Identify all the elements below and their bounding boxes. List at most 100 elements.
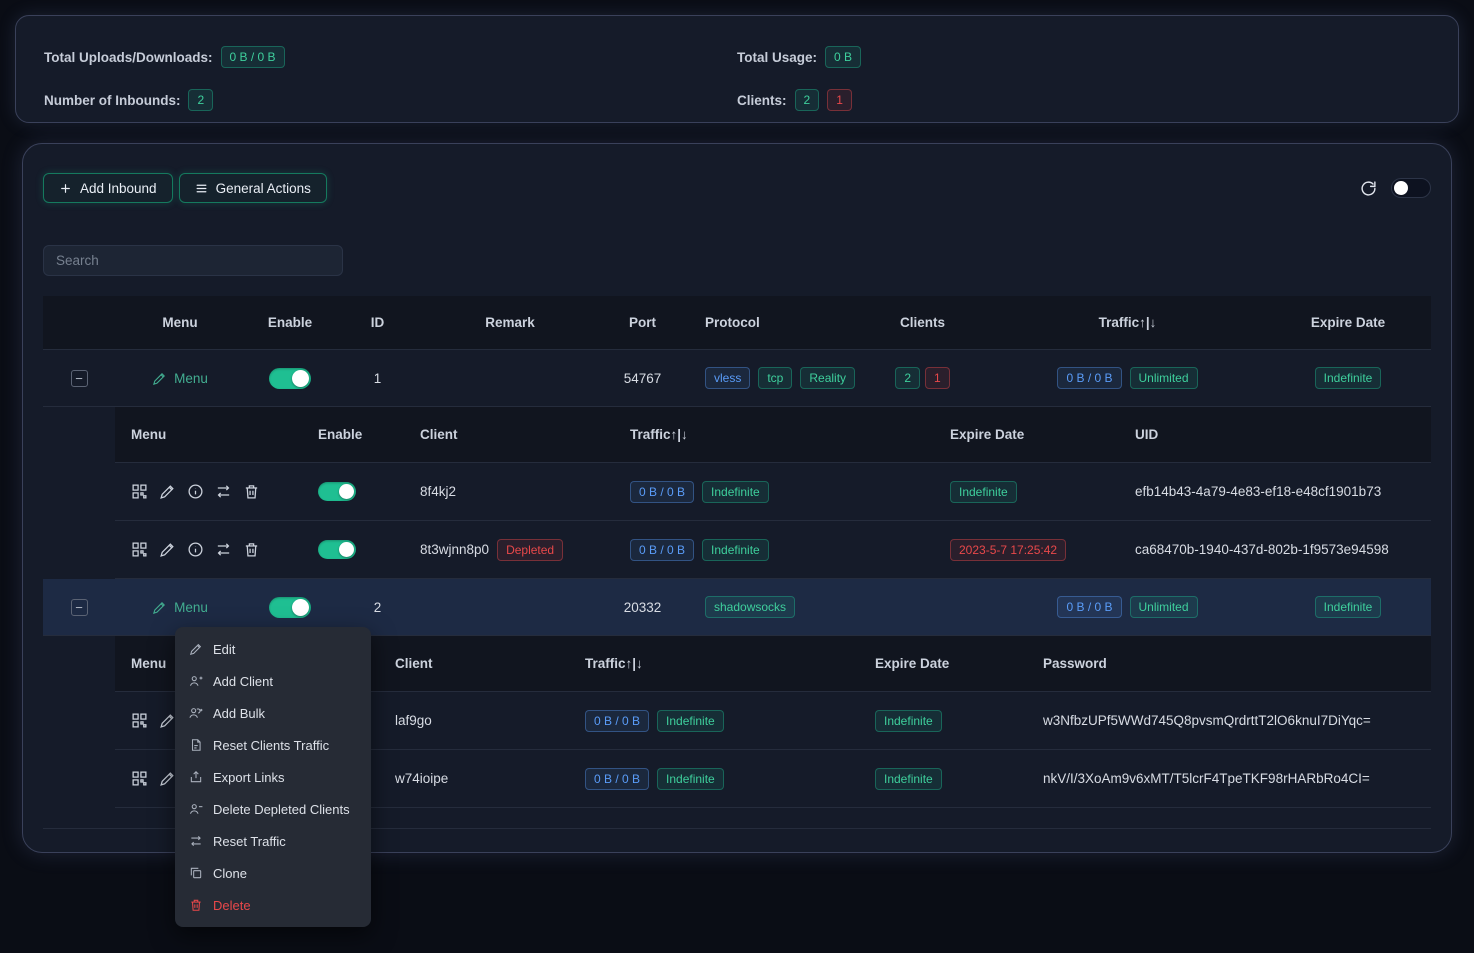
- expire-badge: Indefinite: [1315, 596, 1382, 618]
- edit-icon: [152, 600, 167, 615]
- inbound-2-id: 2: [335, 600, 420, 615]
- inbound-2-menu-button[interactable]: Menu: [152, 600, 208, 615]
- header-enable: Enable: [245, 315, 335, 330]
- info-icon[interactable]: [187, 541, 204, 558]
- inbound-1-traffic: 0 B / 0 B Unlimited: [990, 367, 1265, 389]
- sub-header-client: Client: [404, 427, 614, 442]
- client-name: w74ioipe: [379, 771, 569, 786]
- menu-item-reset-clients-traffic[interactable]: Reset Clients Traffic: [179, 729, 367, 761]
- menu-item-delete[interactable]: Delete: [179, 889, 367, 921]
- menu-item-label: Add Client: [213, 674, 273, 689]
- sub-header-expire: Expire Date: [859, 656, 1027, 671]
- expire-badge: 2023-5-7 17:25:42: [950, 539, 1066, 561]
- client-password: nkV/I/3XoAm9v6xMT/T5lcrF4TpeTKF98rHARbRo…: [1027, 771, 1431, 786]
- client-traffic: 0 B / 0 B Indefinite: [569, 768, 859, 790]
- qr-code-icon[interactable]: [131, 541, 148, 558]
- depleted-badge: Depleted: [497, 539, 563, 561]
- add-inbound-button[interactable]: Add Inbound: [43, 173, 173, 203]
- refresh-icon[interactable]: [1360, 180, 1377, 197]
- inbound-1-enable-toggle[interactable]: [269, 368, 311, 389]
- expire-badge: Indefinite: [875, 710, 942, 732]
- stat-clients: Clients: 2 1: [737, 89, 1430, 111]
- stat-total-uploads-downloads: Total Uploads/Downloads: 0 B / 0 B: [44, 46, 737, 68]
- inbound-1-protocols: vless tcp Reality: [685, 367, 855, 389]
- menu-item-reset-traffic[interactable]: Reset Traffic: [179, 825, 367, 857]
- menu-item-edit[interactable]: Edit: [179, 633, 367, 665]
- collapse-inbound-2-button[interactable]: −: [71, 599, 88, 616]
- reset-traffic-icon[interactable]: [215, 483, 232, 500]
- search-input[interactable]: [43, 245, 343, 276]
- traffic-badge: 0 B / 0 B: [585, 768, 649, 790]
- edit-client-icon[interactable]: [159, 483, 176, 500]
- stat-total-usage: Total Usage: 0 B: [737, 46, 1430, 68]
- menu-item-clone[interactable]: Clone: [179, 857, 367, 889]
- client-traffic: 0 B / 0 B Indefinite: [569, 710, 859, 732]
- client-row-8f4kj2: 8f4kj2 0 B / 0 B Indefinite Indefinite e…: [115, 463, 1431, 521]
- client-enable-toggle[interactable]: [318, 540, 356, 559]
- menu-item-delete-depleted-clients[interactable]: Delete Depleted Clients: [179, 793, 367, 825]
- expire-badge: Indefinite: [1315, 367, 1382, 389]
- edit-client-icon[interactable]: [159, 770, 176, 787]
- expire-badge: Indefinite: [950, 481, 1017, 503]
- qr-code-icon[interactable]: [131, 483, 148, 500]
- client-uid: ca68470b-1940-437d-802b-1f9573e94598: [1119, 542, 1431, 557]
- header-clients: Clients: [855, 315, 990, 330]
- clients-active-badge: 2: [895, 367, 920, 389]
- traffic-badge: 0 B / 0 B: [585, 710, 649, 732]
- inbound-1-port: 54767: [600, 371, 685, 386]
- menu-item-label: Add Bulk: [213, 706, 265, 721]
- stat-usage-label: Total Usage:: [737, 50, 817, 65]
- client-traffic: 0 B / 0 B Indefinite: [614, 481, 934, 503]
- inbound-1-menu-button[interactable]: Menu: [152, 371, 208, 386]
- inbound-2-expire: Indefinite: [1265, 596, 1431, 618]
- traffic-badge: 0 B / 0 B: [630, 539, 694, 561]
- delete-client-icon[interactable]: [243, 483, 260, 500]
- add-client-icon: [189, 674, 203, 688]
- protocol-tag: Reality: [800, 367, 855, 389]
- traffic-total-badge: Indefinite: [657, 768, 724, 790]
- edit-client-icon[interactable]: [159, 712, 176, 729]
- toolbar: Add Inbound General Actions: [43, 173, 1431, 203]
- collapse-inbound-1-button[interactable]: −: [71, 370, 88, 387]
- menu-item-label: Delete Depleted Clients: [213, 802, 350, 817]
- delete-icon: [189, 898, 203, 912]
- inbound-context-menu: Edit Add Client Add Bulk Reset Clients T…: [175, 627, 371, 927]
- inbound-1-clients: 2 1: [855, 367, 990, 389]
- export-links-icon: [189, 770, 203, 784]
- info-icon[interactable]: [187, 483, 204, 500]
- client-enable-toggle[interactable]: [318, 482, 356, 501]
- theme-toggle[interactable]: [1391, 178, 1431, 198]
- menu-item-export-links[interactable]: Export Links: [179, 761, 367, 793]
- client-actions: [115, 483, 302, 500]
- inbound-2-menu-label: Menu: [174, 600, 208, 615]
- menu-item-label: Reset Traffic: [213, 834, 286, 849]
- subtable-1-header-row: Menu Enable Client Traffic↑|↓ Expire Dat…: [115, 407, 1431, 463]
- inbound-2-port: 20332: [600, 600, 685, 615]
- inbound-1-id: 1: [335, 371, 420, 386]
- toggle-knob: [339, 542, 354, 557]
- sub-header-password: Password: [1027, 656, 1431, 671]
- general-actions-button[interactable]: General Actions: [179, 173, 327, 203]
- protocol-tag: tcp: [758, 367, 792, 389]
- qr-code-icon[interactable]: [131, 770, 148, 787]
- stat-clients-label: Clients:: [737, 93, 787, 108]
- sub-header-client: Client: [379, 656, 569, 671]
- menu-item-add-bulk[interactable]: Add Bulk: [179, 697, 367, 729]
- clone-icon: [189, 866, 203, 880]
- stat-uploads-value-badge: 0 B / 0 B: [221, 46, 285, 68]
- toggle-knob: [292, 599, 309, 616]
- stat-inbounds-label: Number of Inbounds:: [44, 93, 180, 108]
- edit-client-icon[interactable]: [159, 541, 176, 558]
- client-actions: [115, 541, 302, 558]
- delete-client-icon[interactable]: [243, 541, 260, 558]
- client-name: laf9go: [379, 713, 569, 728]
- traffic-total-badge: Unlimited: [1130, 596, 1198, 618]
- reset-traffic-icon[interactable]: [215, 541, 232, 558]
- clients-depleted-badge: 1: [925, 367, 950, 389]
- menu-item-add-client[interactable]: Add Client: [179, 665, 367, 697]
- plus-icon: [59, 182, 72, 195]
- stat-clients-depleted-badge: 1: [827, 89, 852, 111]
- inbound-2-enable-toggle[interactable]: [269, 597, 311, 618]
- qr-code-icon[interactable]: [131, 712, 148, 729]
- reset-traffic-icon: [189, 834, 203, 848]
